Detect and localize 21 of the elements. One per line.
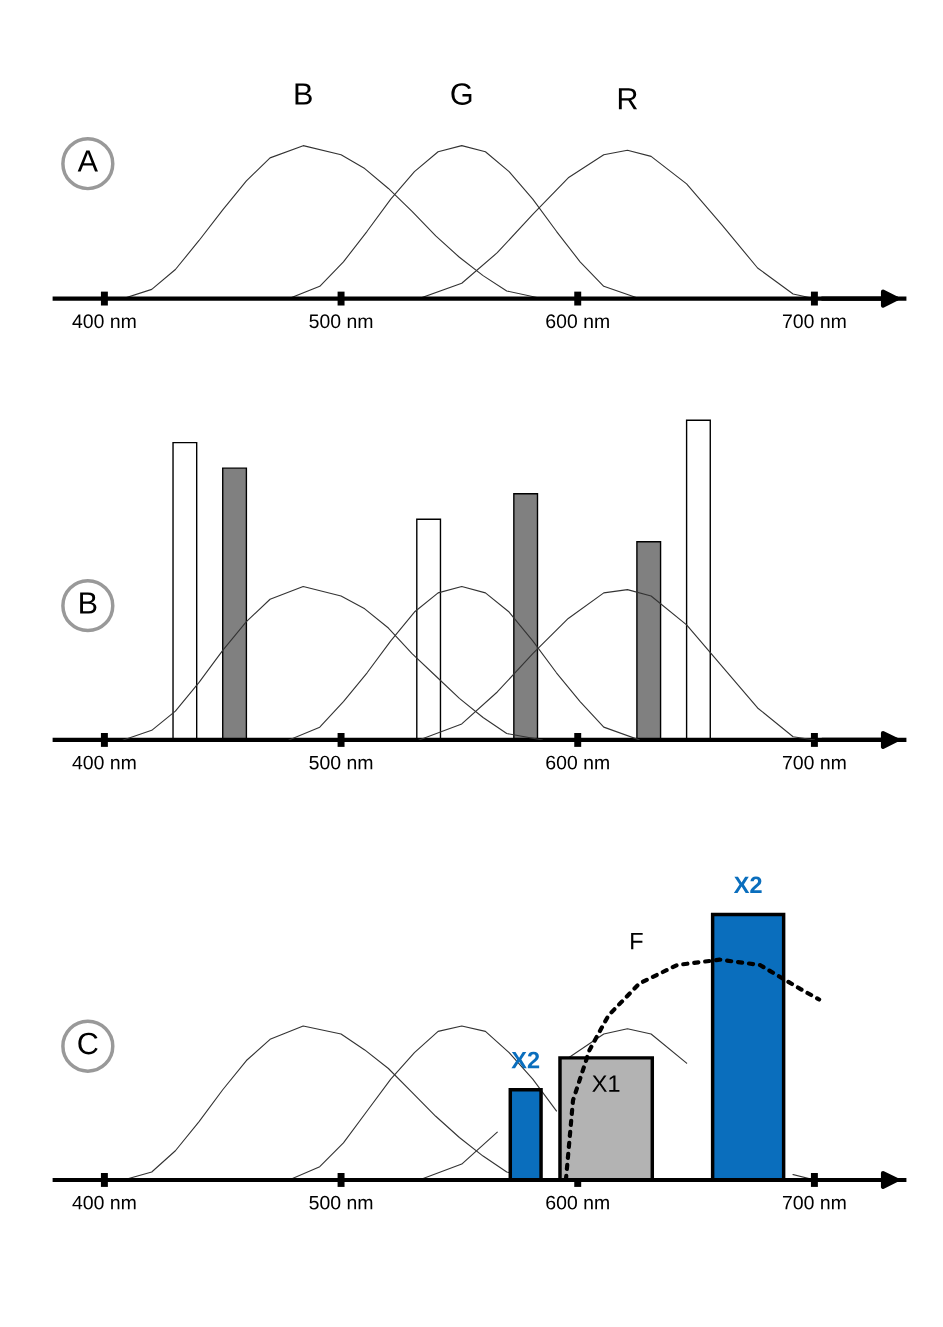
series-label: B bbox=[295, 83, 312, 105]
x-tick-label: 600 nm bbox=[546, 1195, 609, 1210]
series-label: R bbox=[618, 88, 638, 110]
text: B bbox=[80, 592, 97, 614]
series-label: X1 bbox=[592, 1075, 620, 1092]
x-tick-label: 500 nm bbox=[309, 755, 373, 770]
x-tick-label: 700 nm bbox=[782, 314, 846, 329]
x-tick-label: 600 nm bbox=[546, 755, 609, 770]
x-tick-label: 400 nm bbox=[72, 314, 136, 329]
chart-title: A bbox=[77, 150, 98, 172]
x-tick-label: 400 nm bbox=[72, 1195, 136, 1210]
text: C bbox=[78, 1032, 98, 1055]
x-tick-label: 600 nm bbox=[546, 314, 609, 329]
series-label: G bbox=[451, 83, 472, 105]
x-tick-label: 700 nm bbox=[782, 755, 846, 770]
x-tick-label: 700 nm bbox=[782, 1195, 846, 1210]
x-tick-label: 500 nm bbox=[309, 1195, 373, 1210]
series-label: F bbox=[631, 932, 643, 950]
x-tick-label: 400 nm bbox=[72, 755, 136, 770]
x-tick-label: 500 nm bbox=[309, 314, 373, 329]
annotation: X2 bbox=[733, 876, 762, 893]
